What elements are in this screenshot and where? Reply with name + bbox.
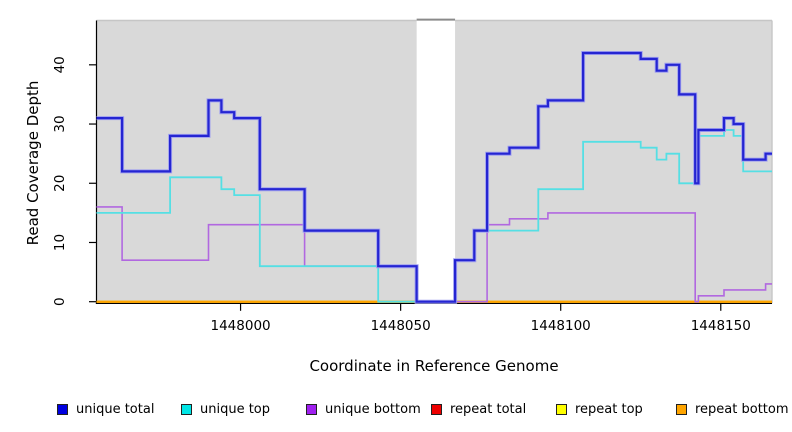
unique-top-line	[96, 129, 772, 303]
x-tick-label: 1448050	[371, 318, 431, 334]
x-tick-label: 1448150	[691, 318, 751, 334]
y-tick-label: 10	[52, 234, 68, 251]
gap-band	[416, 14, 456, 303]
x-axis-title: Coordinate in Reference Genome	[309, 357, 559, 375]
x-tick-label: 1448000	[211, 318, 271, 334]
y-axis-title: Read Coverage Depth	[24, 80, 42, 246]
y-tick-label: 0	[52, 297, 68, 306]
x-tick-label: 1448100	[531, 318, 591, 334]
y-tick-label: 30	[52, 115, 68, 132]
y-tick-label: 40	[52, 56, 68, 73]
unique-total-line	[96, 51, 772, 303]
unique-bottom-line	[96, 206, 772, 303]
y-tick-label: 20	[52, 175, 68, 192]
